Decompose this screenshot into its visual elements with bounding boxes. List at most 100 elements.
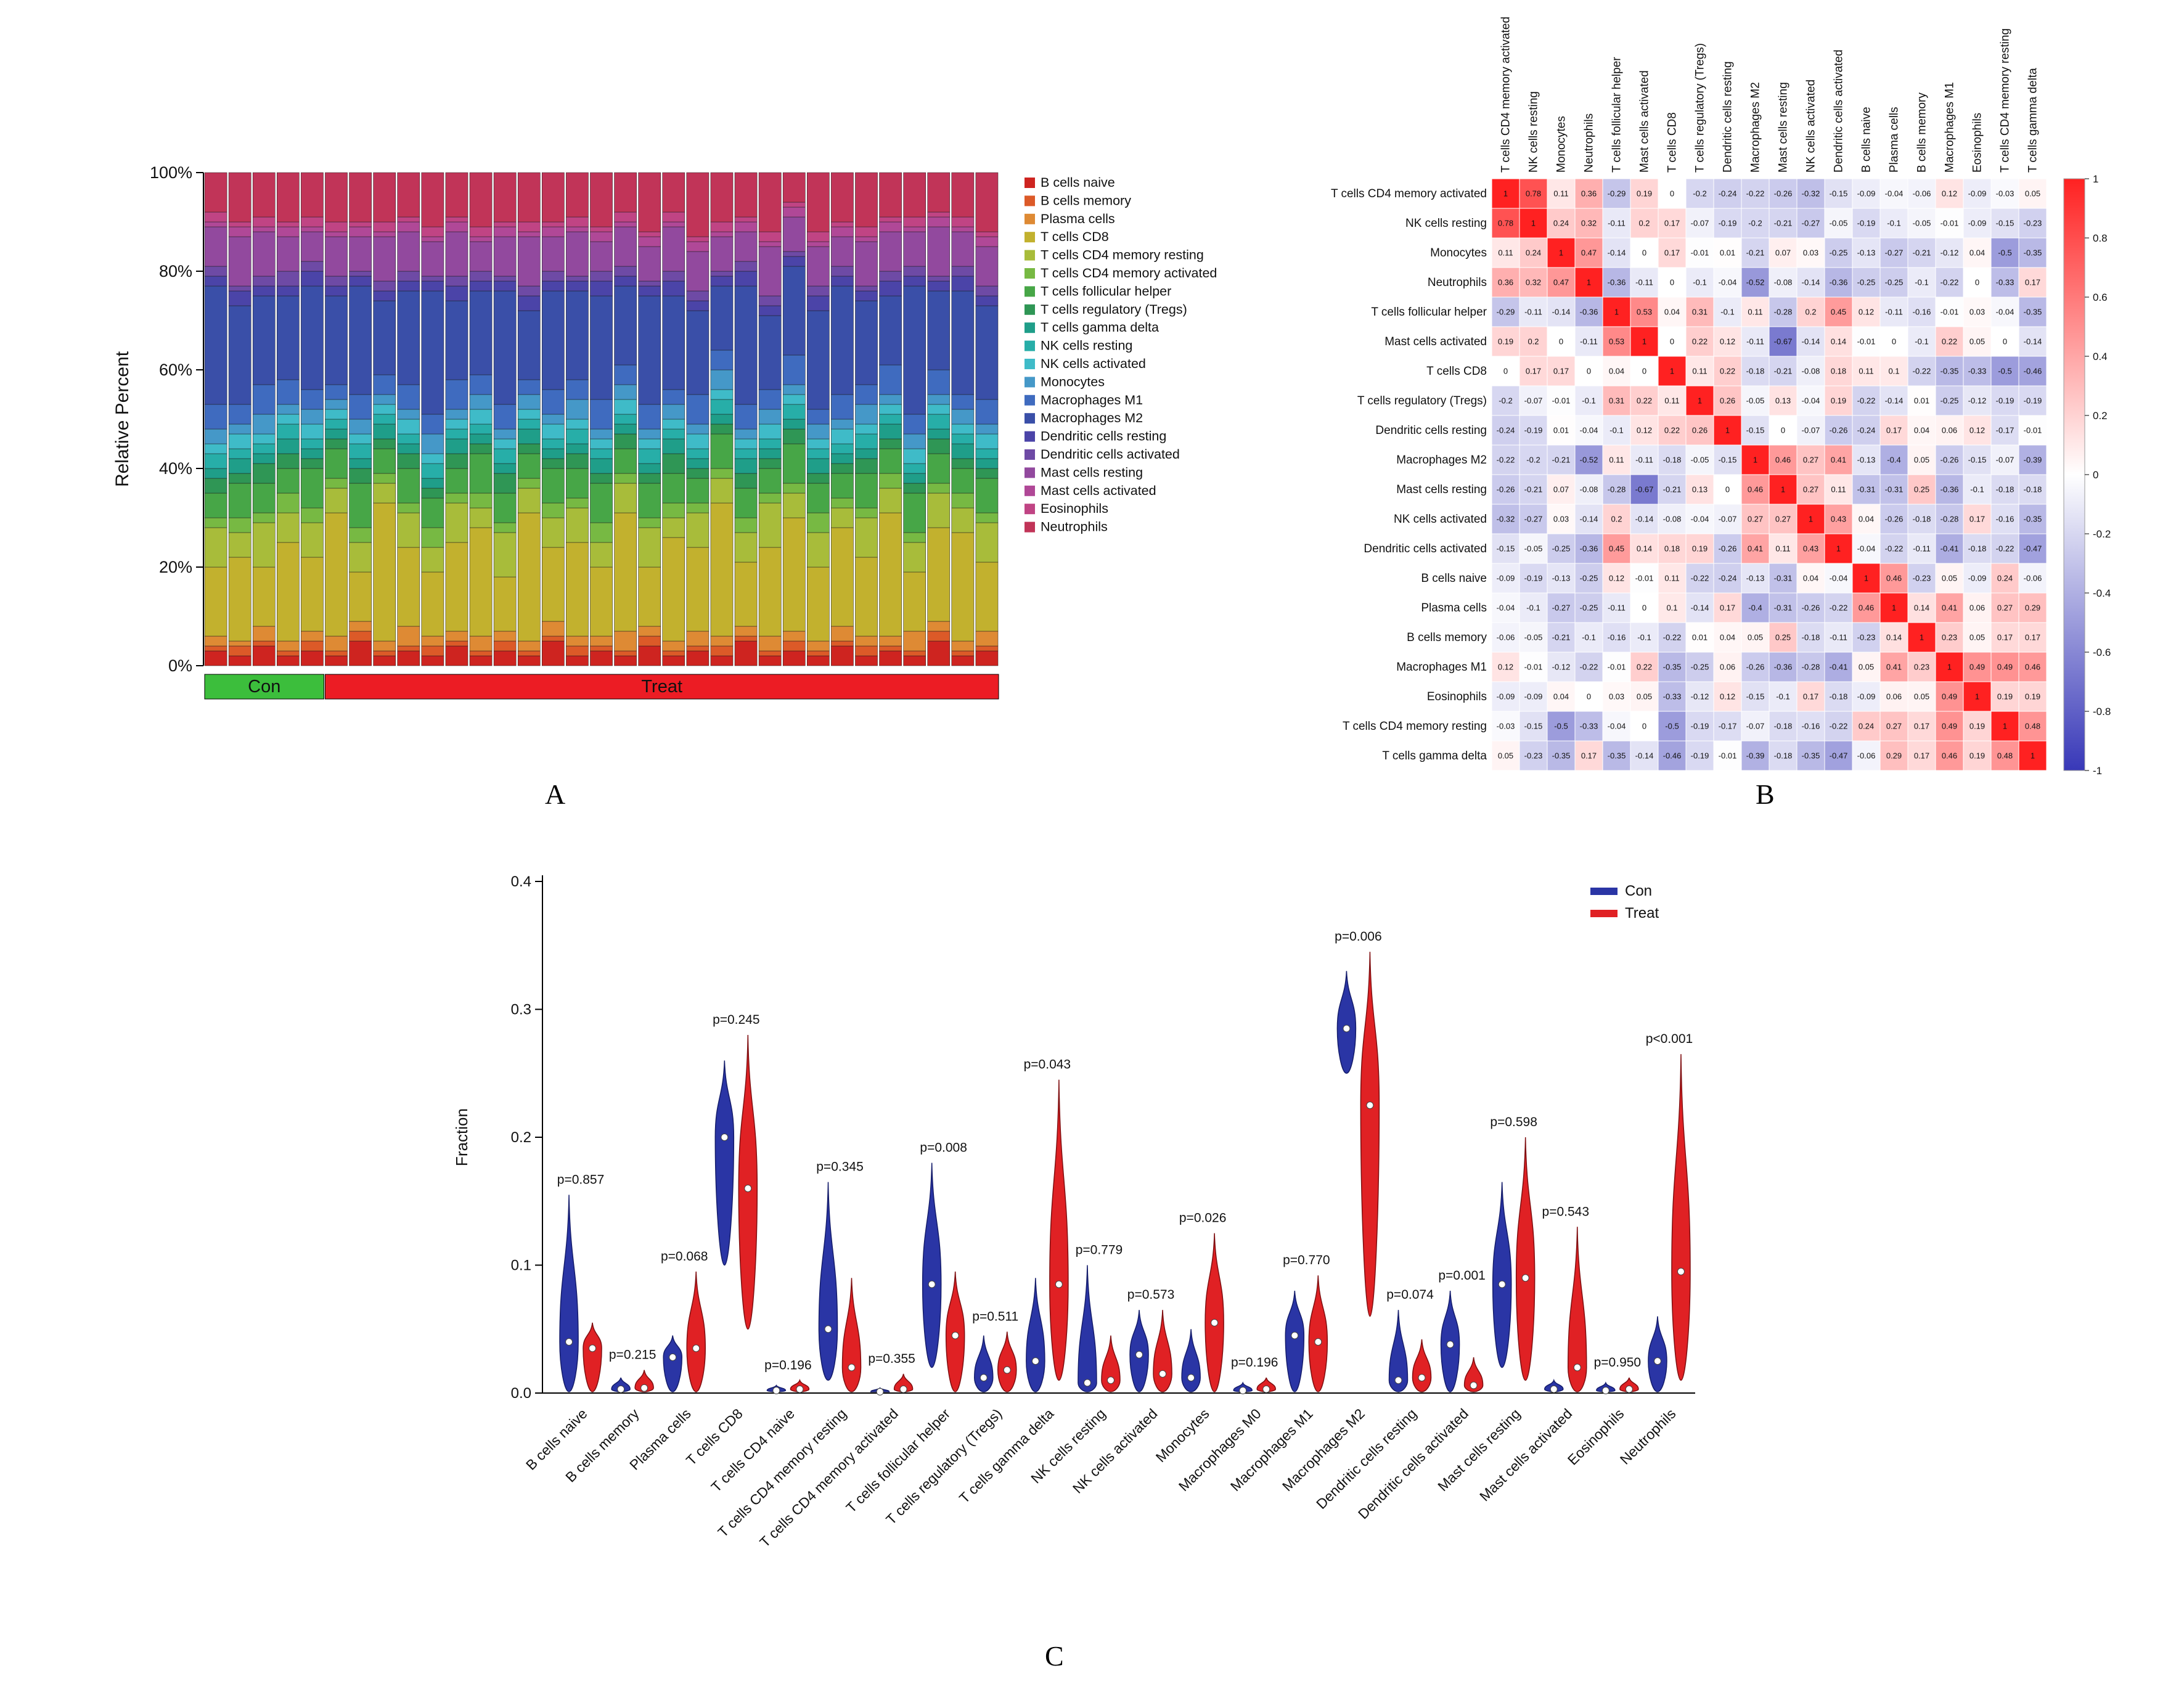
c-median-dot: [1343, 1024, 1351, 1032]
a-bar-segment: [397, 221, 420, 232]
a-bar-segment: [252, 276, 276, 287]
a-bar-segment: [301, 468, 324, 509]
b-heatmap-cell: [1852, 652, 1881, 682]
c-median-dot: [1239, 1386, 1247, 1394]
b-cell-value: 0.17: [1553, 367, 1569, 376]
b-heatmap-cell: [1713, 178, 1742, 209]
b-heatmap-cell: [1741, 533, 1770, 564]
b-cell-value: 0.31: [1609, 396, 1624, 406]
b-cell-value: -0.52: [1746, 278, 1765, 287]
a-bar-segment: [493, 438, 517, 449]
c-violin-con: [818, 1182, 838, 1381]
b-heatmap-cell: [1769, 740, 1798, 771]
c-violin-treat: [634, 1370, 654, 1392]
b-cell-value: 0.07: [1553, 485, 1569, 494]
c-median-dot: [1601, 1386, 1609, 1394]
b-heatmap-cell: [1852, 592, 1881, 623]
b-heatmap-cell: [1935, 740, 1964, 771]
a-legend-label: NK cells activated: [1041, 356, 1146, 371]
b-heatmap-cell: [1685, 740, 1714, 771]
b-heatmap-cell: [1796, 267, 1825, 298]
b-heatmap-cell: [1658, 711, 1687, 742]
b-cell-value: -0.25: [1580, 603, 1598, 613]
a-bar-segment: [493, 492, 517, 523]
c-median-dot: [1521, 1274, 1529, 1282]
b-cell-value: 0.07: [1775, 248, 1791, 258]
a-bar-segment: [782, 266, 806, 356]
a-bar-segment: [349, 394, 372, 420]
a-bar-segment: [517, 394, 541, 410]
a-legend-swatch: [1025, 504, 1035, 515]
b-cell-value: -0.21: [1524, 485, 1543, 494]
a-bar-segment: [542, 448, 565, 459]
b-heatmap-cell: [1907, 237, 1936, 268]
b-cell-value: 0.46: [2025, 663, 2040, 672]
a-bar-segment: [710, 433, 734, 469]
b-cell-value: 0.14: [1886, 633, 1902, 642]
b-heatmap-cell: [1630, 326, 1659, 357]
a-bar-segment: [228, 645, 252, 656]
b-cell-value: 0: [1670, 337, 1674, 346]
a-bar-segment: [204, 517, 227, 528]
b-cell-value: 0: [1975, 278, 1979, 287]
b-cell-value: 0.05: [1748, 633, 1763, 642]
a-bar-segment: [662, 640, 685, 652]
a-bar-segment: [204, 172, 227, 213]
b-heatmap-cell: [1963, 622, 1992, 653]
b-cell-value: -0.4: [1887, 456, 1900, 465]
c-median-dot: [1083, 1379, 1091, 1387]
a-bar-segment: [831, 527, 854, 627]
b-heatmap-cell: [1741, 356, 1770, 386]
a-bar-segment: [252, 414, 276, 435]
a-bar-segment: [566, 453, 589, 469]
b-heatmap-cell: [1547, 178, 1576, 209]
b-cell-value: 0.78: [1498, 219, 1513, 228]
b-cell-value: 0.12: [1942, 189, 1957, 198]
b-cell-value: -0.25: [1941, 396, 1959, 406]
a-legend-label: Neutrophils: [1041, 520, 1108, 534]
a-bar-segment: [349, 458, 372, 469]
a-bar-segment: [445, 221, 468, 232]
a-bar-segment: [758, 389, 782, 410]
a-bar-segment: [228, 285, 252, 292]
a-bar-segment: [325, 384, 348, 400]
b-cell-value: 0.19: [1997, 692, 2013, 701]
b-cell-value: -0.22: [1691, 574, 1709, 583]
b-cell-value: 0.04: [1553, 692, 1569, 701]
a-bar-segment: [517, 488, 541, 513]
b-cell-value: -0.01: [1691, 248, 1709, 258]
a-bar-segment: [855, 655, 878, 666]
a-bar-segment: [975, 423, 999, 435]
b-cell-value: 0.06: [1942, 426, 1957, 435]
b-cell-value: 0.19: [1969, 751, 1985, 761]
a-bar-segment: [734, 285, 758, 405]
b-cell-value: -0.19: [2024, 396, 2042, 406]
a-bar-segment: [517, 453, 541, 479]
b-heatmap-cell: [1741, 622, 1770, 653]
b-heatmap-cell: [2018, 237, 2047, 268]
a-bar-segment: [397, 280, 420, 292]
a-bar-segment: [975, 295, 999, 306]
b-heatmap-cell: [1852, 504, 1881, 534]
b-cell-value: 0.01: [1914, 396, 1929, 406]
a-bar-segment: [252, 645, 276, 666]
b-cell-value: 0.45: [1609, 544, 1624, 554]
b-cell-value: -0.04: [1996, 308, 2014, 317]
b-cell-value: 0.22: [1637, 396, 1652, 406]
b-cell-value: -0.21: [1552, 456, 1571, 465]
a-bar-segment: [951, 443, 975, 459]
b-cell-value: 0.18: [1831, 367, 1846, 376]
b-cell-value: 0.17: [1581, 751, 1597, 761]
b-heatmap-cell: [2018, 296, 2047, 327]
b-cell-value: 0.03: [1609, 692, 1624, 701]
a-bar-segment: [662, 502, 685, 518]
a-bar-segment: [758, 172, 782, 232]
b-col-label: Plasma cells: [1888, 107, 1901, 173]
a-bar-segment: [349, 631, 372, 642]
b-cell-value: -0.05: [1830, 219, 1848, 228]
b-cell-value: -0.25: [1857, 278, 1876, 287]
b-cell-value: -0.01: [1608, 663, 1626, 672]
a-bar-segment: [277, 404, 300, 415]
a-bar-segment: [951, 172, 975, 218]
a-bar-segment: [855, 517, 878, 558]
